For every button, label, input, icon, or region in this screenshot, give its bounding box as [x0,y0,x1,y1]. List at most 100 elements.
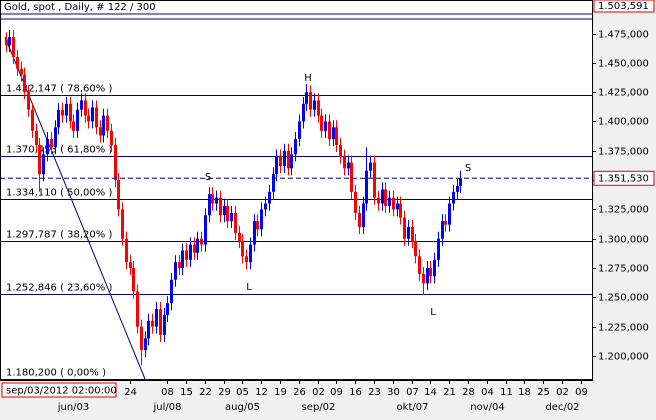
x-tick-label: 24 [124,387,137,398]
y-tick-label: 1.450,000 [598,59,649,70]
y-tick-label: 1.275,000 [598,264,649,275]
x-tick-label: 23 [368,387,381,398]
x-tick-label: 02 [312,387,325,398]
candle-body [264,203,267,210]
candle-body [23,74,26,93]
candle-body [290,154,293,169]
x-tick-label: 09 [575,387,588,398]
x-tick-label: 08 [161,387,174,398]
candle-body [365,170,368,204]
candle-body [388,197,391,206]
candle-body [373,162,376,198]
chart-title: Gold, spot , Daily, # 122 / 300 [4,2,156,13]
y-tick-label: 1.475,000 [598,30,649,41]
candle-body [433,259,436,277]
candle-body [283,150,286,167]
candle-body [106,115,109,131]
x-tick-label: 28 [462,387,475,398]
candle-body [399,203,402,218]
candle-body [204,215,207,245]
candle-body [272,174,275,192]
cursor-time: sep/03/2012 02:00:00 [6,386,117,397]
candle-body [230,212,233,222]
y-tick-label: 1.325,000 [598,205,649,216]
candle-body [27,92,30,110]
fib-label: 1.334,110 ( 50,00% ) [6,188,112,199]
candle-body [181,250,184,269]
x-tick-label: 22 [199,387,212,398]
candle-body [287,150,290,169]
candle-body [317,100,320,116]
y-tick-label: 1.300,000 [598,235,649,246]
candle-body [320,115,323,131]
candle-body [347,162,350,169]
candle-body [189,244,192,260]
top-price-label: 1.503,591 [598,1,649,12]
candle-body [309,92,312,110]
plot-area [0,0,593,381]
candle-body [384,189,387,206]
candle-body [459,178,462,186]
x-tick-label: 15 [180,387,193,398]
y-tick-label: 1.250,000 [598,293,649,304]
y-tick-label: 1.375,000 [598,147,649,158]
candle-body [234,212,237,233]
candle-body [335,127,338,145]
x-tick-label: 16 [349,387,362,398]
x-tick-label: 21 [443,387,456,398]
x-tick-label: 07 [406,387,419,398]
candle-body [343,156,346,169]
candle-body [339,144,342,157]
candle-body [5,39,8,46]
x-tick-label: 12 [255,387,268,398]
candle-body [16,56,19,69]
candle-body [418,256,421,274]
candle-body [91,107,94,122]
candle-body [50,139,53,148]
candle-body [69,103,72,122]
candle-body [136,291,139,327]
candle-body [117,180,120,210]
x-tick-label: 05 [236,387,249,398]
y-tick-label: 1.400,000 [598,117,649,128]
candle-body [441,221,444,239]
candle-body [170,279,173,304]
candle-body [125,238,128,263]
x-month-label: sep/02 [302,402,336,413]
candle-body [178,262,181,269]
candle-body [305,92,308,104]
candle-body [185,250,188,260]
candle-body [31,109,34,131]
y-tick-label: 1.225,000 [598,323,649,334]
cursor-time-box [1,382,117,398]
x-tick-label: 19 [274,387,287,398]
x-month-label: nov/04 [470,402,504,413]
y-tick-label: 1.200,000 [598,352,649,363]
candle-body [268,191,271,204]
candle-body [411,226,414,242]
candle-body [407,226,410,239]
candle-body [452,191,455,204]
candle-body [72,121,75,131]
candle-body [429,268,432,277]
fib-label: 1.252,846 ( 23,60% ) [6,283,112,294]
candle-body [211,194,214,204]
candle-body [121,209,124,239]
pattern-label: H [304,73,312,84]
x-tick-label: 14 [424,387,437,398]
fib-label: 1.297,787 ( 38,20% ) [6,230,112,241]
candle-body [42,154,45,175]
pattern-label: L [246,282,252,293]
candle-body [238,232,241,242]
candle-body [151,320,154,327]
candle-body [155,309,158,327]
candle-body [132,268,135,292]
candle-body [377,197,380,204]
candle-body [256,221,259,230]
candle-body [99,127,102,136]
candle-body [298,121,301,140]
candle-body [426,268,429,284]
candle-body [414,241,417,257]
fib-label: 1.180,200 ( 0,00% ) [6,368,106,379]
